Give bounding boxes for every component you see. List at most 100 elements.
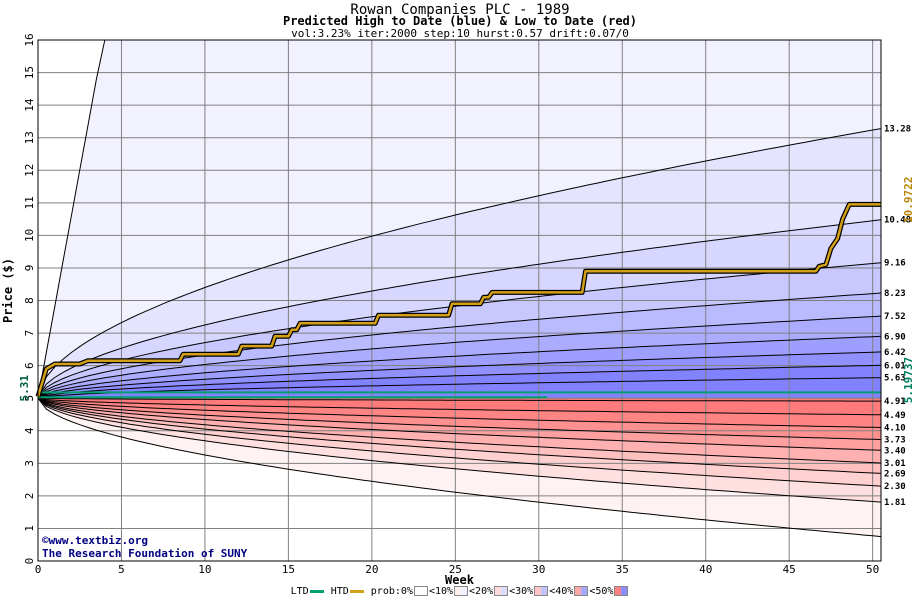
right-label-11: 4.10 [884,423,906,433]
high-contour-6 [37,335,882,399]
x-tick-label-1: 5 [118,563,125,576]
credit-website: ©www.textbiz.org [42,534,148,547]
x-tick-label-8: 40 [699,563,712,576]
right-label-15: 2.69 [884,469,906,479]
legend-swatch-1 [454,586,469,596]
legend-item-4: <40% [549,586,574,597]
y-tick-label-9: 9 [23,265,36,272]
high-band-8 [38,365,881,399]
right-label-5: 6.90 [884,332,906,342]
ltd-end-label: 5.19737 [902,357,915,403]
chart-subtitle: Predicted High to Date (blue) & Low to D… [282,14,637,28]
y-tick-label-0: 0 [23,558,36,565]
legend-htd-label: HTD [330,586,349,597]
high-band-6 [38,336,881,399]
low-contour-4 [37,397,882,464]
low-band-2 [38,398,881,487]
low-band-4 [38,398,881,463]
x-tick-label-10: 50 [866,563,879,576]
high-contour-1 [37,128,882,399]
high-contour-8 [37,364,882,399]
legend-htd-swatch [349,589,364,593]
legend-item-0: 0% [400,586,413,597]
high-contour-5 [37,315,882,399]
right-label-13: 3.40 [884,446,906,456]
low-band-5 [38,398,881,451]
low-contour-3 [37,397,882,474]
credit-organization: The Research Foundation of SUNY [42,547,248,560]
y-tick-label-10: 10 [23,229,36,242]
chart-title: Rowan Companies PLC - 1989 [350,2,570,18]
legend-swatch-4 [574,586,589,596]
y-tick-label-1: 1 [23,525,36,532]
legend: LTD HTD prob:0% <10% <20% <30% <40% <50% [0,586,920,597]
high-band-5 [38,316,881,399]
right-label-12: 3.73 [884,436,906,446]
x-axis-label: Week [445,573,475,587]
y-tick-label-3: 3 [23,460,36,467]
legend-item-1: <10% [428,586,454,597]
high-band-2 [38,219,881,399]
low-band-1 [38,398,881,503]
right-label-1: 10.48 [884,216,911,226]
y-tick-label-15: 15 [23,66,36,79]
high-contour-7 [37,351,882,399]
low-band-8 [38,398,881,415]
high-band-4 [38,293,881,399]
high-band-1 [38,128,881,399]
htd-line [36,203,881,397]
x-tick-label-3: 15 [282,563,295,576]
y-tick-label-6: 6 [23,362,36,369]
right-label-3: 8.23 [884,289,906,299]
plot-frame [37,39,882,562]
legend-swatch-2 [494,586,509,596]
right-label-0: 13.28 [884,125,911,135]
low-contour-8 [37,397,882,416]
right-label-17: 1.81 [884,498,906,508]
y-axis-label: Price ($) [1,258,15,323]
low-contour-2 [37,397,882,487]
legend-item-3: <30% [509,586,534,597]
right-label-9: 4.91 [884,397,906,407]
x-tick-label-6: 30 [532,563,545,576]
low-band-6 [38,398,881,440]
y-tick-label-14: 14 [23,98,36,112]
x-tick-label-4: 20 [365,563,378,576]
y-tick-label-16: 16 [23,33,36,46]
x-tick-label-9: 45 [783,563,796,576]
low-contour-0 [37,397,882,538]
low-contour-1 [37,397,882,503]
right-label-4: 7.52 [884,312,906,322]
right-label-6: 6.42 [884,348,906,358]
right-label-10: 4.49 [884,411,906,421]
y-tick-label-11: 11 [23,196,36,209]
legend-ltd-label: LTD [290,586,309,597]
low-contour-9 [37,397,881,402]
x-tick-label-5: 25 [449,563,462,576]
y-tick-label-5: 5 [23,395,36,402]
htd-end-label: 10.9722 [902,177,915,223]
legend-prob-label: prob: [370,586,401,597]
legend-swatch-0 [413,586,428,596]
high-band-7 [38,351,881,399]
low-contour-5 [37,397,882,451]
y-tick-label-12: 12 [23,164,36,177]
high-band-3 [38,262,881,399]
y-tick-label-4: 4 [23,427,36,434]
x-tick-label-0: 0 [35,563,42,576]
x-tick-label-2: 10 [198,563,211,576]
right-label-8: 5.63 [884,374,906,384]
low-contour-6 [37,397,882,440]
low-band-7 [38,398,881,428]
y-tick-label-2: 2 [23,493,36,500]
y-tick-label-8: 8 [23,297,36,304]
right-label-14: 3.01 [884,459,906,469]
legend-item-5: <50% [589,586,614,597]
legend-swatch-5 [614,586,629,596]
legend-swatch-3 [534,586,549,596]
x-tick-label-7: 35 [616,563,629,576]
y-tick-label-7: 7 [23,330,36,337]
chart-params: vol:3.23% iter:2000 step:10 hurst:0.57 d… [291,27,629,40]
right-label-16: 2.30 [884,482,906,492]
